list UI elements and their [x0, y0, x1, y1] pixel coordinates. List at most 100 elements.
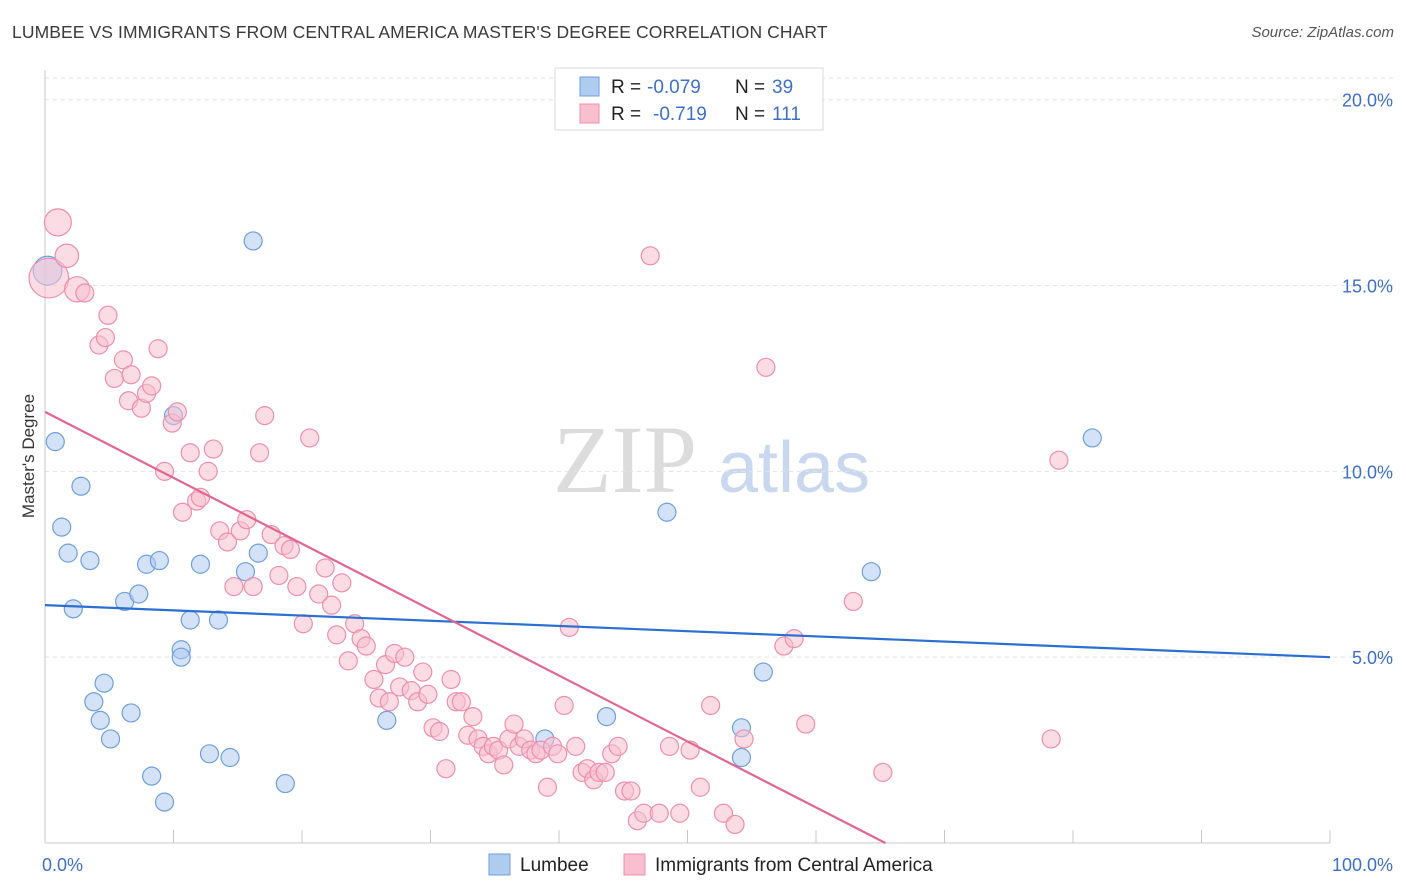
immigrants-point — [554, 695, 574, 716]
y-tick-label: 5.0% — [1352, 648, 1393, 668]
immigrants-point — [413, 662, 433, 682]
trend-lines — [44, 410, 1331, 844]
immigrants-point — [379, 692, 399, 712]
immigrants-trend-line — [44, 410, 886, 844]
source-label: Source: ZipAtlas.com — [1251, 24, 1394, 41]
immigrants-point — [621, 781, 641, 801]
watermark-zip: ZIP — [553, 406, 697, 513]
legend-swatch-immigrants — [579, 103, 600, 124]
immigrants-point — [418, 684, 438, 704]
immigrants-point — [224, 576, 244, 597]
immigrants-point — [725, 814, 745, 835]
immigrants-point — [309, 584, 329, 604]
y-tick-label: 10.0% — [1342, 462, 1393, 482]
lumbee-point — [63, 599, 83, 619]
legend-n-value: 39 — [772, 77, 793, 98]
lumbee-point — [149, 550, 169, 571]
legend-n-label: N = — [735, 77, 765, 98]
x-tick-labels: 0.0% 100.0% — [42, 855, 1393, 875]
immigrants-point — [395, 647, 415, 667]
immigrants-point — [670, 803, 690, 823]
immigrants-point — [690, 777, 710, 797]
legend-immigrants-label: Immigrants from Central America — [655, 855, 933, 876]
legend-lumbee-label: Lumbee — [520, 855, 589, 876]
y-tick-labels: 5.0% 10.0% 15.0% 20.0% — [1342, 91, 1393, 668]
immigrants-point — [300, 428, 320, 448]
immigrants-point — [98, 305, 118, 325]
immigrants-point — [608, 736, 628, 756]
lumbee-point — [121, 703, 141, 723]
immigrants-point — [315, 558, 335, 578]
immigrants-point — [198, 461, 218, 481]
immigrants-point — [756, 357, 776, 377]
immigrants-point — [142, 376, 162, 396]
immigrants-point — [338, 651, 358, 671]
immigrants-points — [28, 208, 1069, 835]
immigrants-point — [436, 759, 456, 779]
lumbee-point — [190, 554, 211, 574]
immigrants-point — [364, 669, 384, 690]
immigrants-point — [649, 803, 669, 823]
immigrants-point — [548, 744, 568, 764]
lumbee-point — [1082, 428, 1102, 448]
immigrants-point — [280, 539, 301, 560]
lumbee-point — [657, 502, 677, 522]
lumbee-point — [275, 773, 295, 794]
immigrants-point — [537, 777, 558, 797]
immigrants-point — [494, 755, 514, 775]
x-tick-label: 0.0% — [42, 855, 83, 875]
immigrants-point — [784, 629, 804, 649]
immigrants-point — [441, 669, 461, 690]
immigrants-point — [172, 502, 193, 522]
immigrants-point — [287, 576, 307, 597]
immigrants-point — [327, 625, 347, 645]
lumbee-point — [220, 747, 240, 768]
immigrants-point — [28, 257, 70, 299]
lumbee-point — [58, 543, 78, 563]
lumbee-point — [171, 647, 191, 667]
lumbee-point — [154, 792, 175, 812]
lumbee-point — [248, 543, 268, 563]
immigrants-point — [203, 439, 223, 459]
immigrants-point — [843, 591, 863, 612]
lumbee-point — [84, 692, 104, 712]
lumbee-point — [90, 710, 110, 730]
lumbee-point — [80, 550, 100, 571]
immigrants-point — [269, 565, 289, 586]
immigrants-point — [293, 614, 313, 634]
stats-legend: R = -0.079 N = 39 R = -0.719 N = 111 — [554, 67, 824, 131]
lumbee-point — [731, 747, 752, 768]
immigrants-point — [217, 532, 238, 552]
immigrants-point — [734, 729, 754, 749]
y-axis-label: Master's Degree — [19, 394, 38, 518]
immigrants-point — [356, 636, 376, 656]
immigrants-point — [54, 243, 80, 269]
immigrants-point — [463, 707, 483, 727]
immigrants-point — [504, 714, 524, 734]
lumbee-point — [180, 610, 200, 630]
watermark: ZIP atlas — [553, 406, 870, 513]
immigrants-point — [321, 595, 342, 615]
lumbee-point — [208, 610, 229, 630]
lumbee-point — [243, 231, 263, 251]
legend-n-value: 111 — [772, 104, 801, 125]
immigrants-point — [148, 339, 168, 359]
lumbee-point — [596, 707, 617, 727]
legend-swatch-lumbee — [488, 853, 511, 876]
legend-n-label: N = — [735, 104, 765, 125]
lumbee-point — [377, 710, 397, 730]
immigrants-point — [1041, 729, 1061, 749]
immigrants-point — [640, 246, 660, 266]
lumbee-point — [45, 432, 65, 452]
x-tick-label: 100.0% — [1332, 855, 1393, 875]
watermark-atlas: atlas — [718, 428, 870, 508]
immigrants-point — [429, 721, 450, 742]
immigrants-point — [566, 736, 586, 756]
immigrants-point — [659, 736, 680, 756]
legend-r-value: -0.079 — [647, 77, 701, 98]
series-legend: Lumbee Immigrants from Central America — [488, 853, 933, 876]
legend-r-value: -0.719 — [653, 104, 707, 125]
lumbee-points — [32, 231, 1102, 812]
immigrants-point — [451, 692, 471, 712]
lumbee-point — [199, 744, 220, 764]
